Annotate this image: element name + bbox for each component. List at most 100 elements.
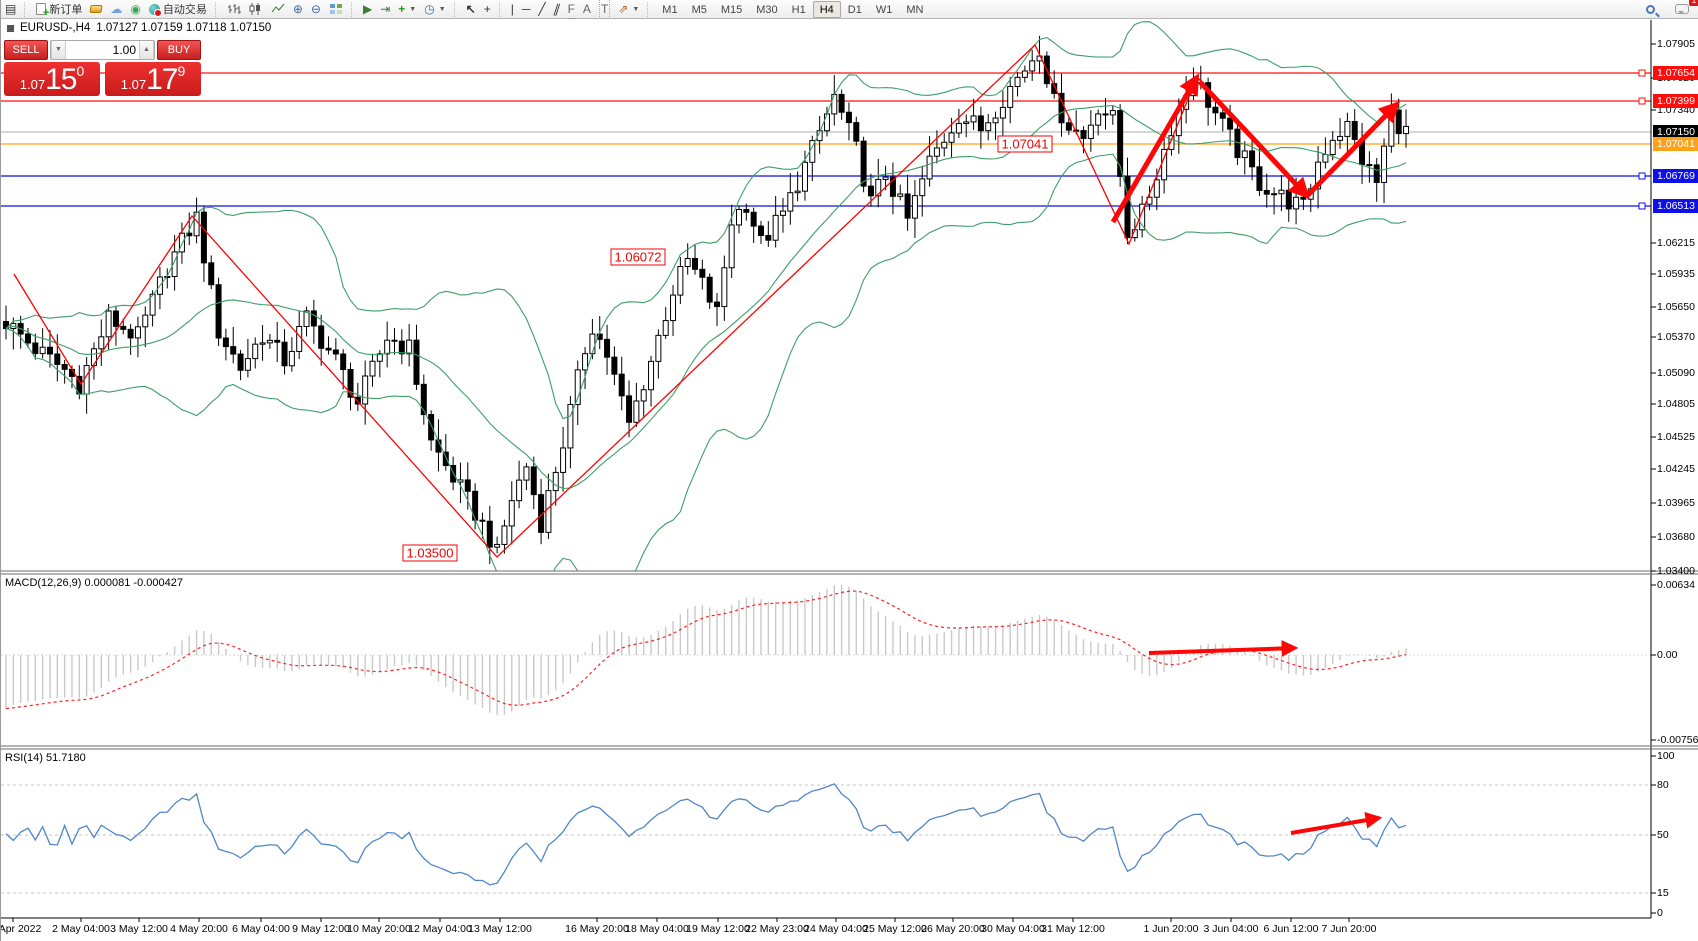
date-axis-label: 30 May 04:00 [981, 923, 1045, 935]
window-icon[interactable]: ▤ [5, 2, 17, 16]
macd-axis-tick: 0.00634 [1657, 579, 1695, 591]
volume-decrease-button[interactable]: ▼ [51, 41, 66, 59]
arrows-shapes-icon: ⇗ [618, 2, 629, 16]
date-axis-label: 2 May 04:00 [52, 923, 110, 935]
crosshair-tool-button[interactable]: + [480, 0, 495, 18]
toolbar-separator [214, 1, 220, 17]
toolbar-separator [453, 1, 459, 17]
new-order-button[interactable]: 新订单 [32, 0, 86, 19]
vertical-line-tool-button[interactable]: | [507, 0, 518, 18]
cursor-tool-button[interactable]: ↖ [462, 0, 480, 18]
autotrading-label: 自动交易 [162, 4, 207, 16]
date-axis-label: 12 May 04:00 [408, 923, 472, 935]
price-axis-tick: 1.07905 [1657, 38, 1695, 50]
date-axis-label: 22 May 23:00 [745, 923, 809, 935]
timeframe-group: M1 M5 M15 M30 H1 H4 D1 W1 MN [655, 0, 930, 19]
timeframe-M15[interactable]: M15 [720, 3, 743, 16]
date-axis-label: 6 Jun 12:00 [1263, 923, 1319, 935]
line-chart-icon [271, 3, 285, 13]
text-label-tool-button[interactable]: T [595, 0, 614, 19]
rsi-axis-tick: 0 [1657, 907, 1663, 919]
timeframe-D1[interactable]: D1 [847, 3, 862, 16]
price-level-badge: 1.06769 [1653, 169, 1698, 183]
zoom-in-button[interactable]: ⊕ [289, 0, 307, 18]
ohlc-values: 1.07127 1.07159 1.07118 1.07150 [96, 22, 272, 34]
timeframe-H4[interactable]: H4 [812, 0, 841, 18]
indicators-button[interactable]: + ▼ [394, 0, 420, 18]
symbol-icon [7, 24, 14, 32]
price-level-badge: 1.07399 [1653, 94, 1698, 108]
chat-button[interactable]: 1 [1671, 0, 1698, 18]
candlestick-mode-button[interactable] [245, 0, 267, 18]
price-annotation[interactable]: 1.03500 [402, 544, 458, 562]
sell-price-sup: 0 [76, 63, 85, 79]
timeframe-M5[interactable]: M5 [691, 3, 707, 16]
clock-icon: ◷ [424, 2, 435, 16]
date-axis-label: 29 Apr 2022 [0, 923, 42, 935]
shapes-tool-button[interactable]: ⇗ ▼ [614, 0, 643, 18]
autotrading-button[interactable]: 自动交易 [145, 0, 211, 18]
cursor-icon: ↖ [465, 2, 476, 16]
rsi-axis-tick: 80 [1657, 779, 1669, 791]
chevron-down-icon: ▼ [438, 5, 446, 13]
sell-button[interactable]: SELL [4, 40, 48, 60]
zoom-out-button[interactable]: ⊖ [307, 0, 325, 18]
horizontal-line-tool-button[interactable]: ─ [518, 0, 535, 18]
price-level-badge: 1.07150 [1653, 125, 1698, 139]
date-axis-label: 13 May 12:00 [468, 923, 532, 935]
toolbar-separator [647, 1, 652, 17]
macd-values: 0.000081 -0.000427 [84, 577, 183, 589]
rsi-value: 51.7180 [45, 752, 86, 764]
search-button[interactable] [1642, 0, 1659, 18]
macd-axis-tick: -0.007563 [1657, 734, 1698, 746]
fibonacci-tool-button[interactable]: F [564, 0, 579, 19]
timeframe-MN[interactable]: MN [906, 3, 924, 16]
price-axis-tick: 1.04525 [1657, 431, 1695, 443]
volume-increase-button[interactable]: ▲ [139, 41, 154, 59]
price-annotation[interactable]: 1.07041 [997, 135, 1053, 153]
cloud-storage-button[interactable]: ☁ [106, 0, 126, 18]
tile-windows-icon [329, 4, 342, 14]
date-axis-label: 10 May 20:00 [347, 923, 411, 935]
periods-button[interactable]: ◷ ▼ [420, 0, 449, 18]
toolbar: ▤ 新订单 ☁ ◉ 自动交易 ⊕ ⊖ [1, 0, 1698, 19]
macd-axis-tick: 0.00 [1657, 649, 1678, 661]
chevron-down-icon: ▼ [632, 5, 640, 13]
bar-chart-mode-button[interactable] [223, 0, 245, 18]
sell-price-display[interactable]: 1.07 15 0 [4, 62, 100, 96]
text-tool-button[interactable]: A [579, 0, 595, 18]
rsi-axis-tick: 15 [1657, 887, 1669, 899]
timeframe-W1[interactable]: W1 [875, 3, 893, 16]
trendline-tool-button[interactable]: ╱ [534, 0, 549, 18]
date-axis-label: 16 May 20:00 [565, 923, 629, 935]
chevron-down-icon: ▼ [409, 5, 417, 13]
timeframe-H1[interactable]: H1 [791, 3, 806, 16]
chart-shift-button[interactable]: ⇥ [376, 0, 394, 18]
price-axis-tick: 1.05090 [1657, 367, 1695, 379]
channel-tool-button[interactable]: ∥ [550, 0, 564, 18]
price-axis-tick: 1.05935 [1657, 268, 1695, 280]
fibonacci-icon: F [567, 0, 575, 19]
sell-price-prefix: 1.07 [19, 77, 46, 92]
autotrading-globe-icon [148, 3, 162, 17]
tile-windows-button[interactable] [325, 0, 347, 18]
price-annotation[interactable]: 1.06072 [610, 248, 666, 266]
auto-scroll-button[interactable]: ▶ [359, 0, 376, 18]
line-chart-mode-button[interactable] [267, 0, 289, 18]
volume-input[interactable] [66, 41, 139, 59]
date-axis-label: 3 Jun 04:00 [1203, 923, 1259, 935]
signals-button[interactable]: ◉ [126, 0, 144, 18]
toolbar-separator [24, 1, 29, 17]
chart-shift-icon: ⇥ [380, 2, 391, 16]
timeframe-M1[interactable]: M1 [662, 3, 678, 16]
history-center-button[interactable] [86, 0, 106, 18]
history-box-icon [89, 5, 103, 13]
buy-price-display[interactable]: 1.07 17 9 [105, 62, 201, 96]
buy-button[interactable]: BUY [157, 40, 201, 60]
trendline-icon: ╱ [538, 2, 546, 16]
bar-chart-icon [227, 4, 241, 14]
auto-scroll-icon: ▶ [362, 2, 373, 16]
timeframe-M30[interactable]: M30 [756, 3, 778, 16]
chat-bubble-icon [1675, 4, 1689, 14]
